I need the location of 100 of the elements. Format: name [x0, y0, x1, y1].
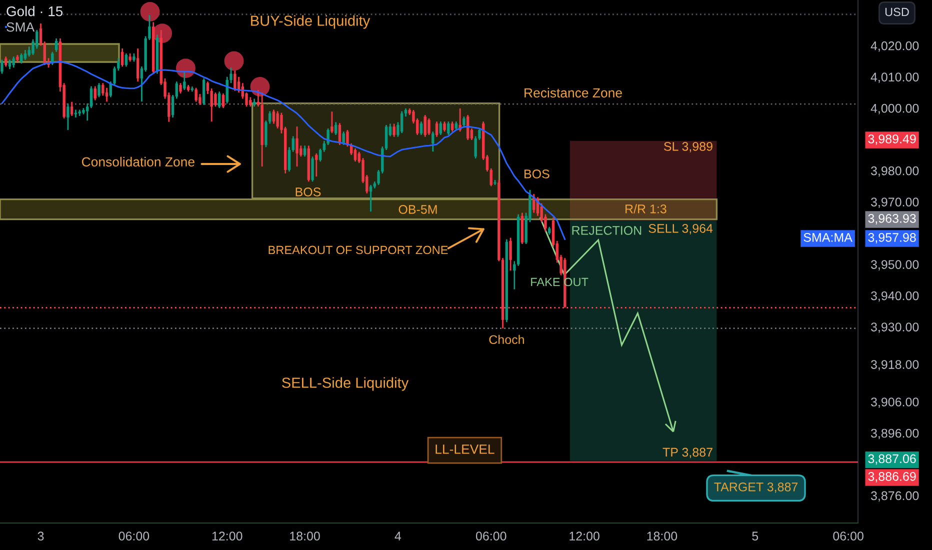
- candlestick: [194, 87, 198, 103]
- annotation: BOS: [296, 188, 321, 196]
- annotation: SELL 3,964: [648, 224, 713, 234]
- candlestick: [43, 40, 46, 66]
- candlestick: [214, 92, 217, 108]
- text: 3,886.69: [868, 472, 916, 482]
- candlestick: [428, 118, 430, 136]
- annotation: TP 3,887: [662, 448, 712, 458]
- candlestick: [509, 237, 512, 272]
- candlestick: [296, 126, 298, 168]
- candlestick: [120, 48, 124, 68]
- annotation: Choch: [489, 334, 524, 344]
- candlestick: [288, 146, 291, 172]
- candlestick: [90, 86, 93, 109]
- y-tick-label: 3,950.00: [870, 260, 919, 270]
- annotation: BOS: [524, 170, 550, 178]
- candlestick: [318, 148, 322, 162]
- y-tick-label: 3,906.00: [870, 398, 919, 408]
- y-tick-label: 3,930.00: [870, 322, 919, 333]
- x-tick-label: 3: [38, 532, 44, 541]
- annotation: SELL-Side Liquidity: [282, 377, 409, 391]
- candlestick: [292, 136, 294, 153]
- candlestick: [400, 110, 404, 134]
- candlestick: [20, 52, 23, 64]
- candlestick: [218, 90, 221, 109]
- annotation: TARGET 3,887: [714, 482, 798, 493]
- candlestick: [179, 82, 182, 94]
- candlestick: [420, 120, 423, 136]
- candlestick: [28, 46, 30, 58]
- candlestick: [432, 130, 434, 152]
- x-tick-label: 18:00: [647, 532, 678, 541]
- candlestick: [342, 130, 345, 146]
- candlestick: [462, 116, 466, 128]
- ref-line-label: LL-LEVEL: [436, 444, 494, 454]
- candlestick: [102, 82, 104, 96]
- candlestick: [171, 94, 174, 118]
- candlestick: [136, 48, 140, 82]
- annotation: R/R 1:3: [626, 204, 666, 214]
- candlestick: [303, 144, 306, 158]
- x-tick-label: 18:00: [290, 532, 320, 541]
- candlestick: [105, 87, 108, 102]
- candlestick: [175, 80, 178, 100]
- candlestick: [424, 114, 426, 138]
- candlestick: [330, 110, 334, 134]
- annotation: SL 3,989: [664, 142, 712, 152]
- annotation: Consolidation Zone: [82, 156, 194, 167]
- candlestick: [222, 92, 225, 109]
- y-tick-label: 3,980.00: [870, 166, 919, 177]
- candlestick: [447, 120, 450, 136]
- x-tick-label: 12:00: [570, 532, 600, 541]
- candlestick: [249, 96, 252, 108]
- candlestick: [183, 70, 186, 91]
- candlestick: [0, 58, 4, 74]
- candlestick: [369, 184, 372, 212]
- candlestick: [12, 56, 15, 68]
- candlestick: [272, 108, 276, 124]
- annotation: SMA:MA: [804, 233, 852, 242]
- x-tick-label: 06:00: [476, 532, 506, 541]
- x-tick-label: 4: [394, 532, 402, 540]
- candlestick: [39, 22, 42, 46]
- x-tick-label: 12:00: [212, 532, 242, 541]
- y-tick-label: 3,970.00: [870, 198, 919, 208]
- candlestick: [98, 82, 100, 98]
- candlestick: [124, 52, 128, 68]
- x-tick-label: 5: [752, 532, 758, 541]
- annotation: OB-5M: [398, 205, 437, 214]
- candlestick: [94, 86, 96, 101]
- candlestick: [276, 110, 279, 130]
- y-tick-label: 3,876.00: [870, 491, 919, 502]
- candlestick: [8, 58, 12, 70]
- annotation: BUY-Side Liquidity: [251, 15, 370, 29]
- text: 3,887.06: [868, 454, 916, 465]
- candlestick: [315, 152, 318, 178]
- candlestick: [490, 168, 492, 187]
- y-tick-label: 3,896.00: [870, 428, 919, 440]
- candlestick: [24, 49, 27, 61]
- y-tick-label: 4,010.00: [870, 72, 919, 83]
- annotation: REJECTION: [572, 226, 642, 235]
- candlestick: [450, 120, 454, 132]
- candlestick: [354, 148, 357, 162]
- candlestick: [334, 121, 338, 136]
- candlestick: [51, 51, 54, 66]
- candlestick: [4, 56, 8, 68]
- text: 3,957.98: [868, 233, 916, 244]
- annotation: Recistance Zone: [524, 88, 622, 98]
- candlestick: [66, 102, 70, 131]
- candlestick: [311, 156, 314, 182]
- x-tick-label: 06:00: [118, 532, 150, 541]
- y-tick-label: 4,020.00: [870, 41, 919, 52]
- y-tick-label: 3,940.00: [870, 291, 919, 302]
- candlestick: [202, 78, 206, 106]
- annotation: BREAKOUT OF SUPPORT ZONE: [268, 246, 448, 254]
- x-tick-label: 06:00: [833, 532, 864, 541]
- chart-title: Gold · 15: [6, 6, 63, 16]
- candlestick: [36, 29, 38, 50]
- text: 3,989.49: [868, 134, 916, 145]
- candlestick: [435, 120, 438, 138]
- candlestick: [54, 38, 58, 53]
- candlestick: [443, 120, 446, 132]
- candlestick: [70, 101, 74, 117]
